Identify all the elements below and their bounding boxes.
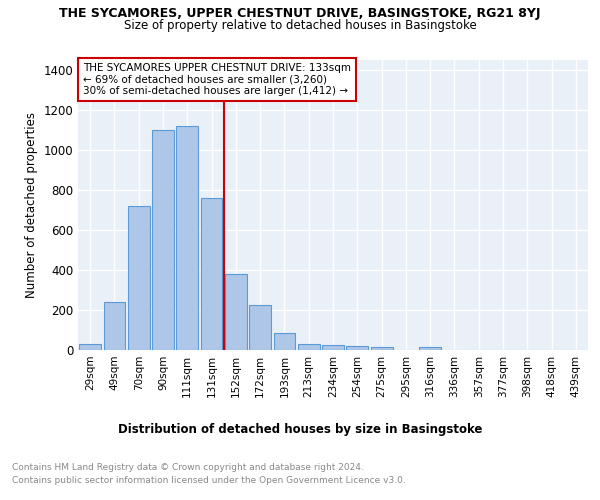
Bar (322, 345, 344, 350)
Bar (128, 206, 149, 350)
Bar (371, 347, 392, 350)
Text: Size of property relative to detached houses in Basingstoke: Size of property relative to detached ho… (124, 19, 476, 32)
Bar (346, 346, 368, 350)
Y-axis label: Number of detached properties: Number of detached properties (25, 112, 38, 298)
Bar (176, 126, 198, 350)
Bar (225, 274, 247, 350)
Bar (298, 344, 320, 350)
Text: THE SYCAMORES UPPER CHESTNUT DRIVE: 133sqm
← 69% of detached houses are smaller : THE SYCAMORES UPPER CHESTNUT DRIVE: 133s… (83, 63, 351, 96)
Text: THE SYCAMORES, UPPER CHESTNUT DRIVE, BASINGSTOKE, RG21 8YJ: THE SYCAMORES, UPPER CHESTNUT DRIVE, BAS… (59, 8, 541, 20)
Bar (200, 198, 223, 350)
Bar (419, 347, 441, 350)
Bar (152, 130, 174, 350)
Bar (104, 302, 125, 350)
Bar (274, 333, 295, 350)
Text: Contains HM Land Registry data © Crown copyright and database right 2024.: Contains HM Land Registry data © Crown c… (12, 462, 364, 471)
Bar (79, 344, 101, 350)
Text: Contains public sector information licensed under the Open Government Licence v3: Contains public sector information licen… (12, 476, 406, 485)
Text: Distribution of detached houses by size in Basingstoke: Distribution of detached houses by size … (118, 422, 482, 436)
Bar (249, 305, 271, 350)
